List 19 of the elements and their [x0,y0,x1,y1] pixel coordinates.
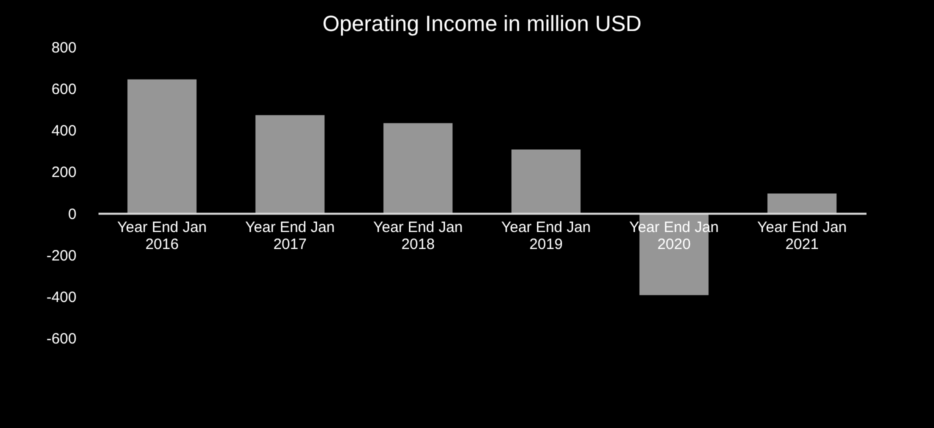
x-tick-label: Year End Jan 2018 [373,218,463,253]
chart-title: Operating Income in million USD [322,11,642,36]
y-tick-label: 400 [51,122,76,140]
y-tick-label: 600 [51,81,76,98]
bar [767,194,837,214]
y-tick-label: 800 [51,40,76,56]
y-tick-label: -600 [46,330,76,348]
bar [511,149,581,214]
bar [383,123,453,214]
y-tick-label: -200 [46,247,76,264]
y-tick-label: 200 [51,164,76,182]
x-tick-label: Year End Jan 2016 [117,218,207,253]
x-tick-label: Year End Jan 2019 [501,218,591,253]
x-tick-label: Year End Jan 2021 [757,218,847,253]
y-tick-label: -400 [46,288,76,306]
bar [127,79,197,214]
bar [255,115,325,214]
x-tick-label: Year End Jan 2017 [245,218,335,253]
y-tick-label: 0 [68,206,76,223]
